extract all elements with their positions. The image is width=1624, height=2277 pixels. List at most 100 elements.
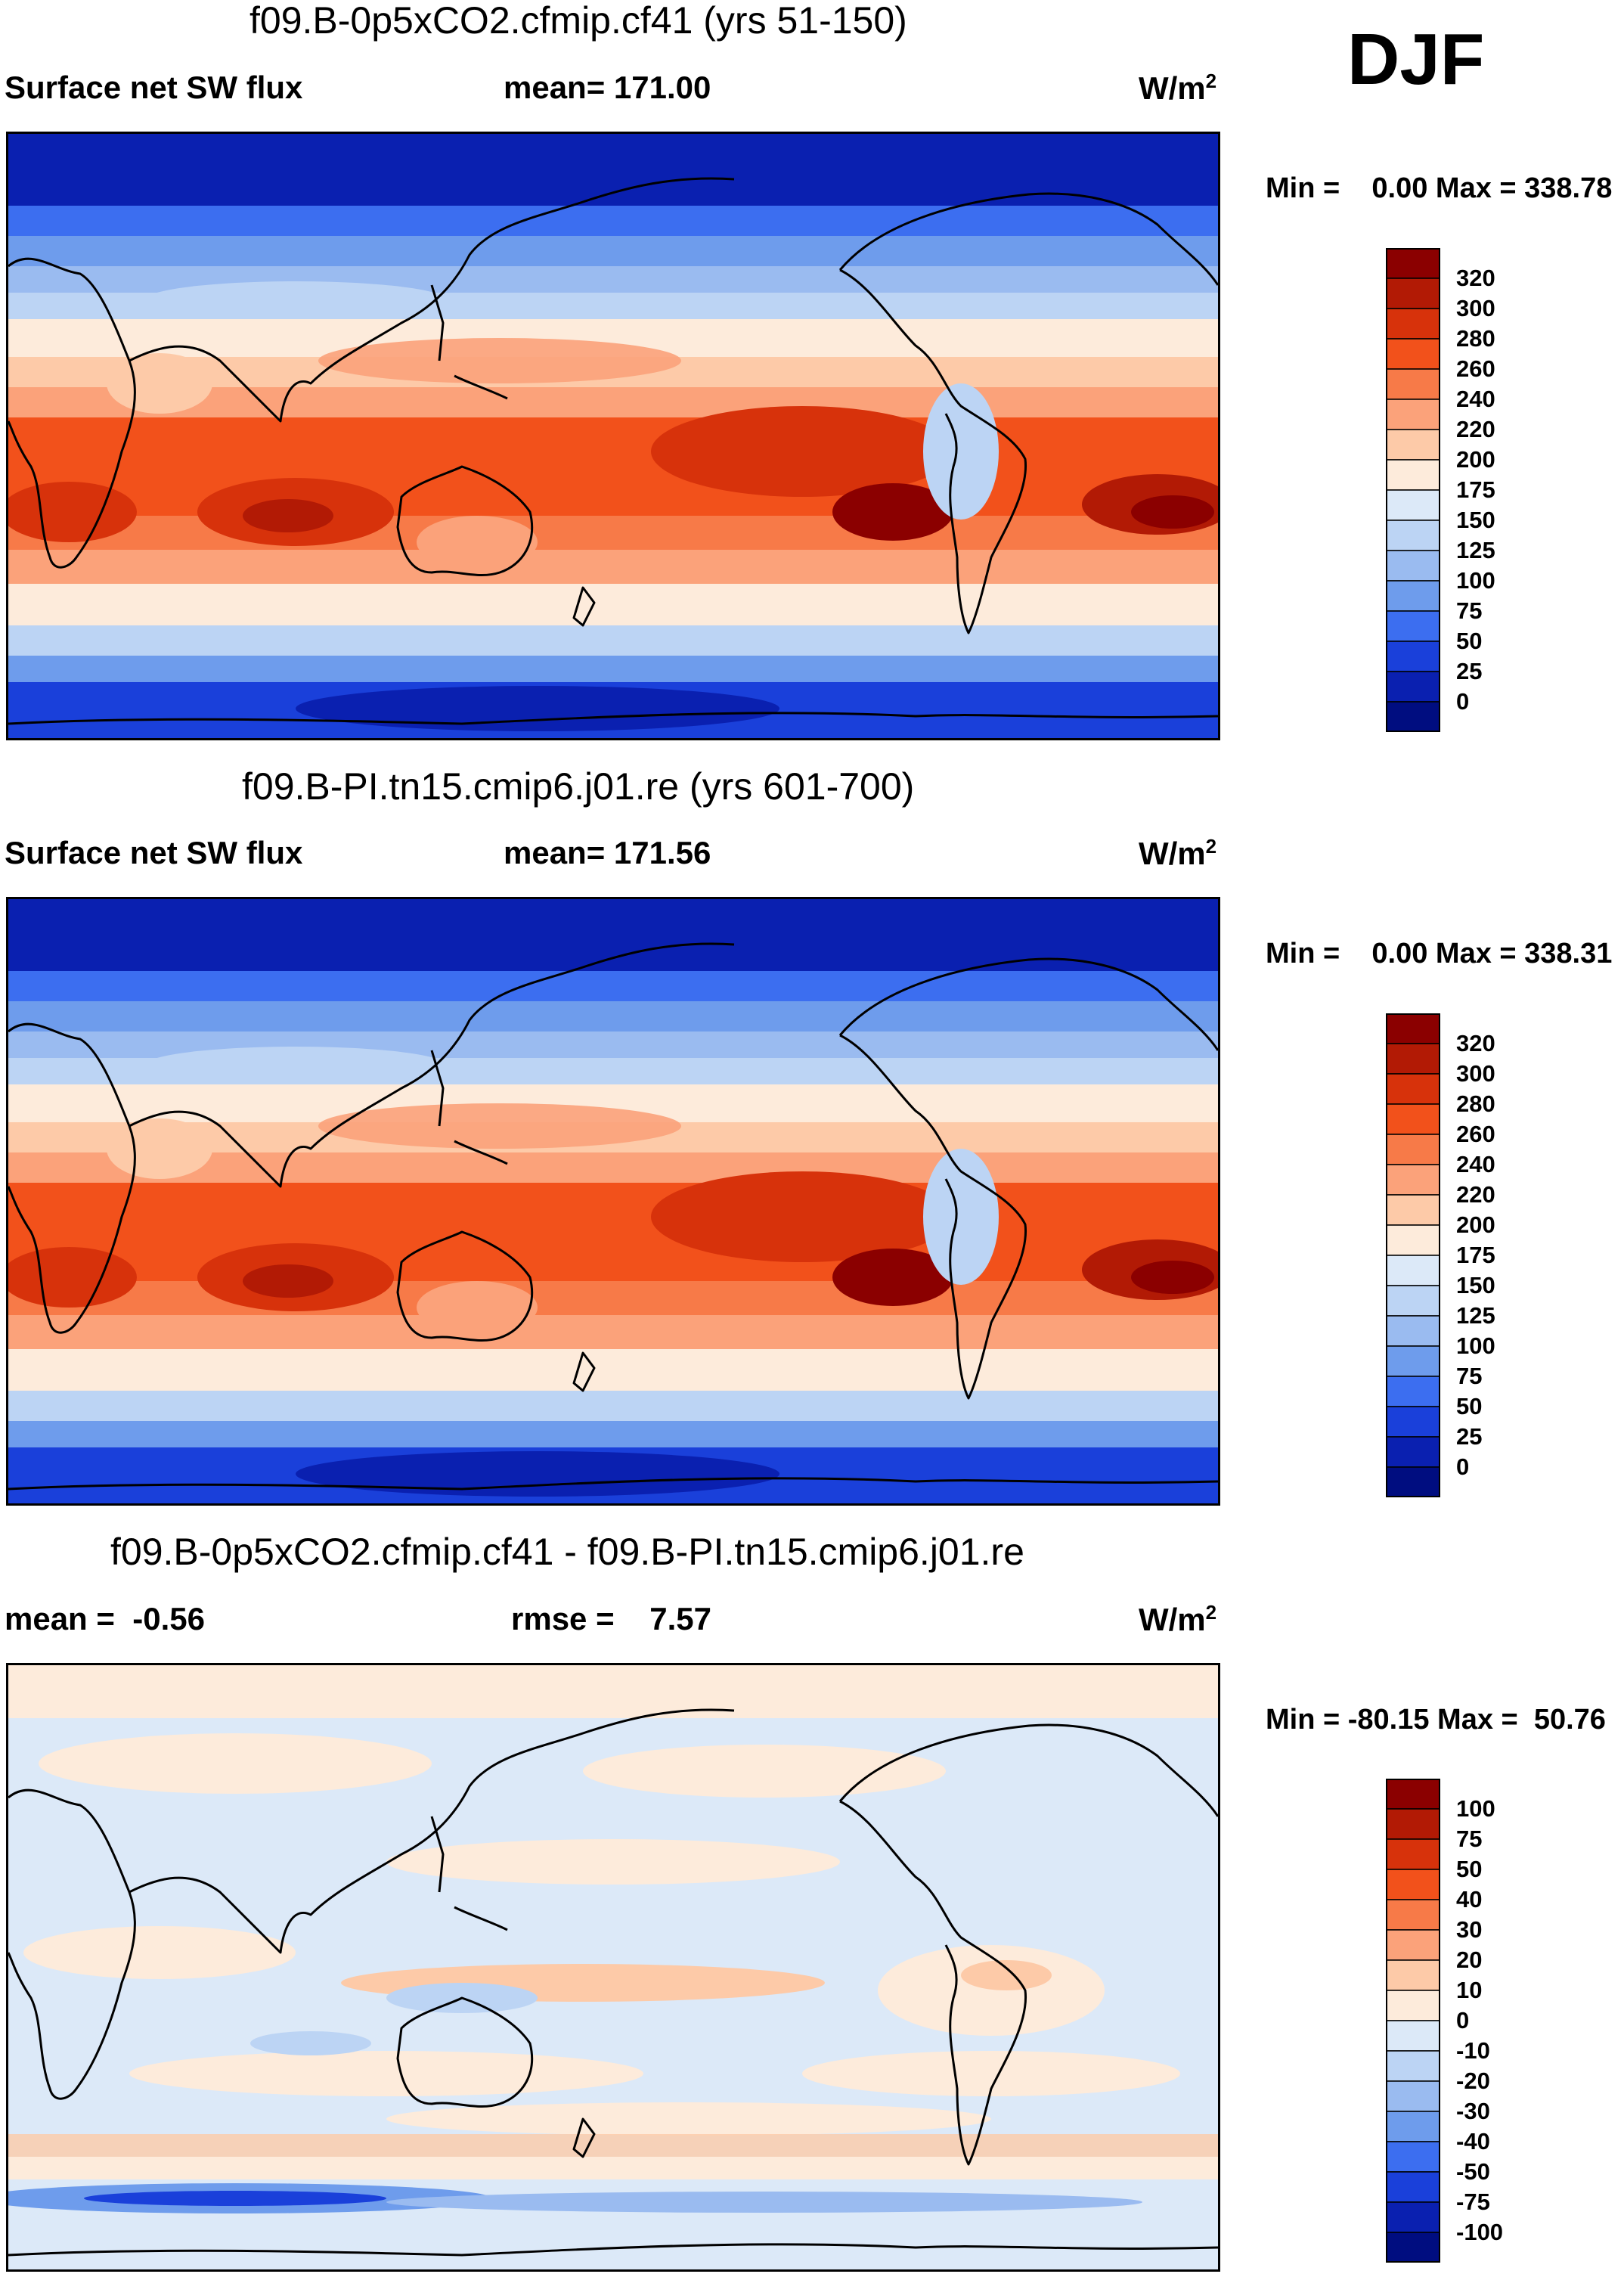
panel-1-variable-label: Surface net SW flux xyxy=(5,70,303,105)
colorbar-swatch xyxy=(1386,429,1440,461)
colorbar-swatch xyxy=(1386,1466,1440,1497)
colorbar-tick-label: 75 xyxy=(1456,1826,1483,1852)
colorbar-swatch xyxy=(1386,1164,1440,1196)
colorbar-frame xyxy=(1386,1779,1440,2263)
colorbar-tick-label: 25 xyxy=(1456,658,1483,684)
panel-2-variable-label: Surface net SW flux xyxy=(5,835,303,870)
colorbar-swatch xyxy=(1386,2201,1440,2233)
colorbar-swatch xyxy=(1386,2020,1440,2052)
panel-1-mean-label: mean= 171.00 xyxy=(504,70,711,105)
colorbar-swatch xyxy=(1386,1899,1440,1931)
colorbar-tick-label: 240 xyxy=(1456,1151,1495,1177)
colorbar-swatch xyxy=(1386,1406,1440,1438)
colorbar-swatch xyxy=(1386,550,1440,582)
panel-3-map xyxy=(6,1663,1220,2272)
colorbar-tick-label: -75 xyxy=(1456,2189,1490,2215)
colorbar-swatch xyxy=(1386,1224,1440,1256)
colorbar-swatch xyxy=(1386,1959,1440,1991)
colorbar-swatch xyxy=(1386,2141,1440,2173)
colorbar-swatch xyxy=(1386,701,1440,732)
colorbar-tick-label: 240 xyxy=(1456,386,1495,412)
panel-1-title: f09.B-0p5xCO2.cfmip.cf41 (yrs 51-150) xyxy=(249,0,907,42)
colorbar-swatch xyxy=(1386,1043,1440,1075)
colorbar-swatch xyxy=(1386,2080,1440,2112)
colorbar-swatch xyxy=(1386,1869,1440,1900)
colorbar-swatch xyxy=(1386,580,1440,612)
colorbar-tick-label: 50 xyxy=(1456,1856,1483,1882)
panel-1-units: W/m2 xyxy=(1139,70,1217,106)
colorbar-tick-label: 75 xyxy=(1456,1363,1483,1389)
season-label: DJF xyxy=(1347,19,1485,100)
colorbar-swatch xyxy=(1386,2050,1440,2082)
colorbar-swatch xyxy=(1386,2171,1440,2203)
panel-3-units: W/m2 xyxy=(1139,1601,1217,1637)
colorbar-swatch xyxy=(1386,459,1440,491)
colorbar-frame xyxy=(1386,248,1440,732)
colorbar-tick-label: 220 xyxy=(1456,1181,1495,1208)
panel-3-mean-label: mean = -0.56 xyxy=(5,1601,205,1636)
colorbar-swatch xyxy=(1386,2111,1440,2142)
colorbar-tick-label: 125 xyxy=(1456,537,1495,563)
colorbar-tick-label: 150 xyxy=(1456,507,1495,533)
panel-2-title: f09.B-PI.tn15.cmip6.j01.re (yrs 601-700) xyxy=(242,765,915,808)
colorbar-tick-label: 100 xyxy=(1456,1795,1495,1822)
panel-2-minmax: Min = 0.00 Max = 338.31 xyxy=(1266,938,1613,969)
colorbar-swatch xyxy=(1386,399,1440,430)
colorbar-frame xyxy=(1386,1013,1440,1497)
panel-2-colorbar xyxy=(1386,1013,1440,1497)
colorbar-swatch xyxy=(1386,1436,1440,1468)
colorbar-tick-label: -50 xyxy=(1456,2158,1490,2185)
colorbar-tick-label: -100 xyxy=(1456,2219,1504,2245)
colorbar-tick-label: 20 xyxy=(1456,1947,1483,1973)
colorbar-tick-label: 0 xyxy=(1456,2007,1470,2033)
colorbar-tick-label: 260 xyxy=(1456,355,1495,382)
colorbar-swatch xyxy=(1386,610,1440,642)
colorbar-swatch xyxy=(1386,1376,1440,1407)
colorbar-tick-label: 50 xyxy=(1456,628,1483,654)
colorbar-tick-label: 125 xyxy=(1456,1302,1495,1329)
colorbar-tick-label: 200 xyxy=(1456,1211,1495,1238)
colorbar-tick-label: 100 xyxy=(1456,567,1495,594)
colorbar-tick-label: 175 xyxy=(1456,476,1495,503)
colorbar-swatch xyxy=(1386,1808,1440,1840)
colorbar-swatch xyxy=(1386,248,1440,279)
colorbar-swatch xyxy=(1386,489,1440,521)
panel-3-minmax: Min = -80.15 Max = 50.76 xyxy=(1266,1704,1606,1736)
colorbar-swatch xyxy=(1386,278,1440,309)
colorbar-tick-label: 175 xyxy=(1456,1242,1495,1268)
colorbar-tick-label: 280 xyxy=(1456,1090,1495,1117)
colorbar-tick-label: 0 xyxy=(1456,1453,1470,1480)
colorbar-tick-label: 75 xyxy=(1456,597,1483,624)
colorbar-swatch xyxy=(1386,308,1440,340)
colorbar-tick-label: 100 xyxy=(1456,1332,1495,1359)
colorbar-tick-label: 0 xyxy=(1456,688,1470,715)
colorbar-tick-label: 320 xyxy=(1456,265,1495,291)
panel-2-mean-label: mean= 171.56 xyxy=(504,835,711,870)
colorbar-tick-label: 40 xyxy=(1456,1886,1483,1912)
colorbar-tick-label: 30 xyxy=(1456,1916,1483,1943)
colorbar-tick-label: 50 xyxy=(1456,1393,1483,1419)
panel-3-title: f09.B-0p5xCO2.cfmip.cf41 - f09.B-PI.tn15… xyxy=(110,1531,1024,1573)
panel-1-colorbar xyxy=(1386,248,1440,732)
colorbar-tick-label: -10 xyxy=(1456,2037,1490,2064)
colorbar-tick-label: 150 xyxy=(1456,1272,1495,1298)
colorbar-swatch xyxy=(1386,671,1440,703)
colorbar-swatch xyxy=(1386,1315,1440,1347)
colorbar-tick-label: -30 xyxy=(1456,2098,1490,2124)
panel-3-colorbar xyxy=(1386,1779,1440,2263)
panel-1-minmax: Min = 0.00 Max = 338.78 xyxy=(1266,172,1613,204)
colorbar-tick-label: 220 xyxy=(1456,416,1495,442)
colorbar-swatch xyxy=(1386,1929,1440,1961)
colorbar-tick-label: 10 xyxy=(1456,1977,1483,2003)
colorbar-tick-label: 200 xyxy=(1456,446,1495,473)
colorbar-swatch xyxy=(1386,1134,1440,1165)
colorbar-swatch xyxy=(1386,1285,1440,1317)
colorbar-swatch xyxy=(1386,1838,1440,1870)
colorbar-swatch xyxy=(1386,368,1440,400)
panel-2-units: W/m2 xyxy=(1139,835,1217,871)
colorbar-tick-label: 300 xyxy=(1456,295,1495,321)
colorbar-swatch xyxy=(1386,520,1440,551)
colorbar-swatch xyxy=(1386,1990,1440,2021)
colorbar-tick-label: -40 xyxy=(1456,2128,1490,2154)
colorbar-tick-label: 260 xyxy=(1456,1121,1495,1147)
